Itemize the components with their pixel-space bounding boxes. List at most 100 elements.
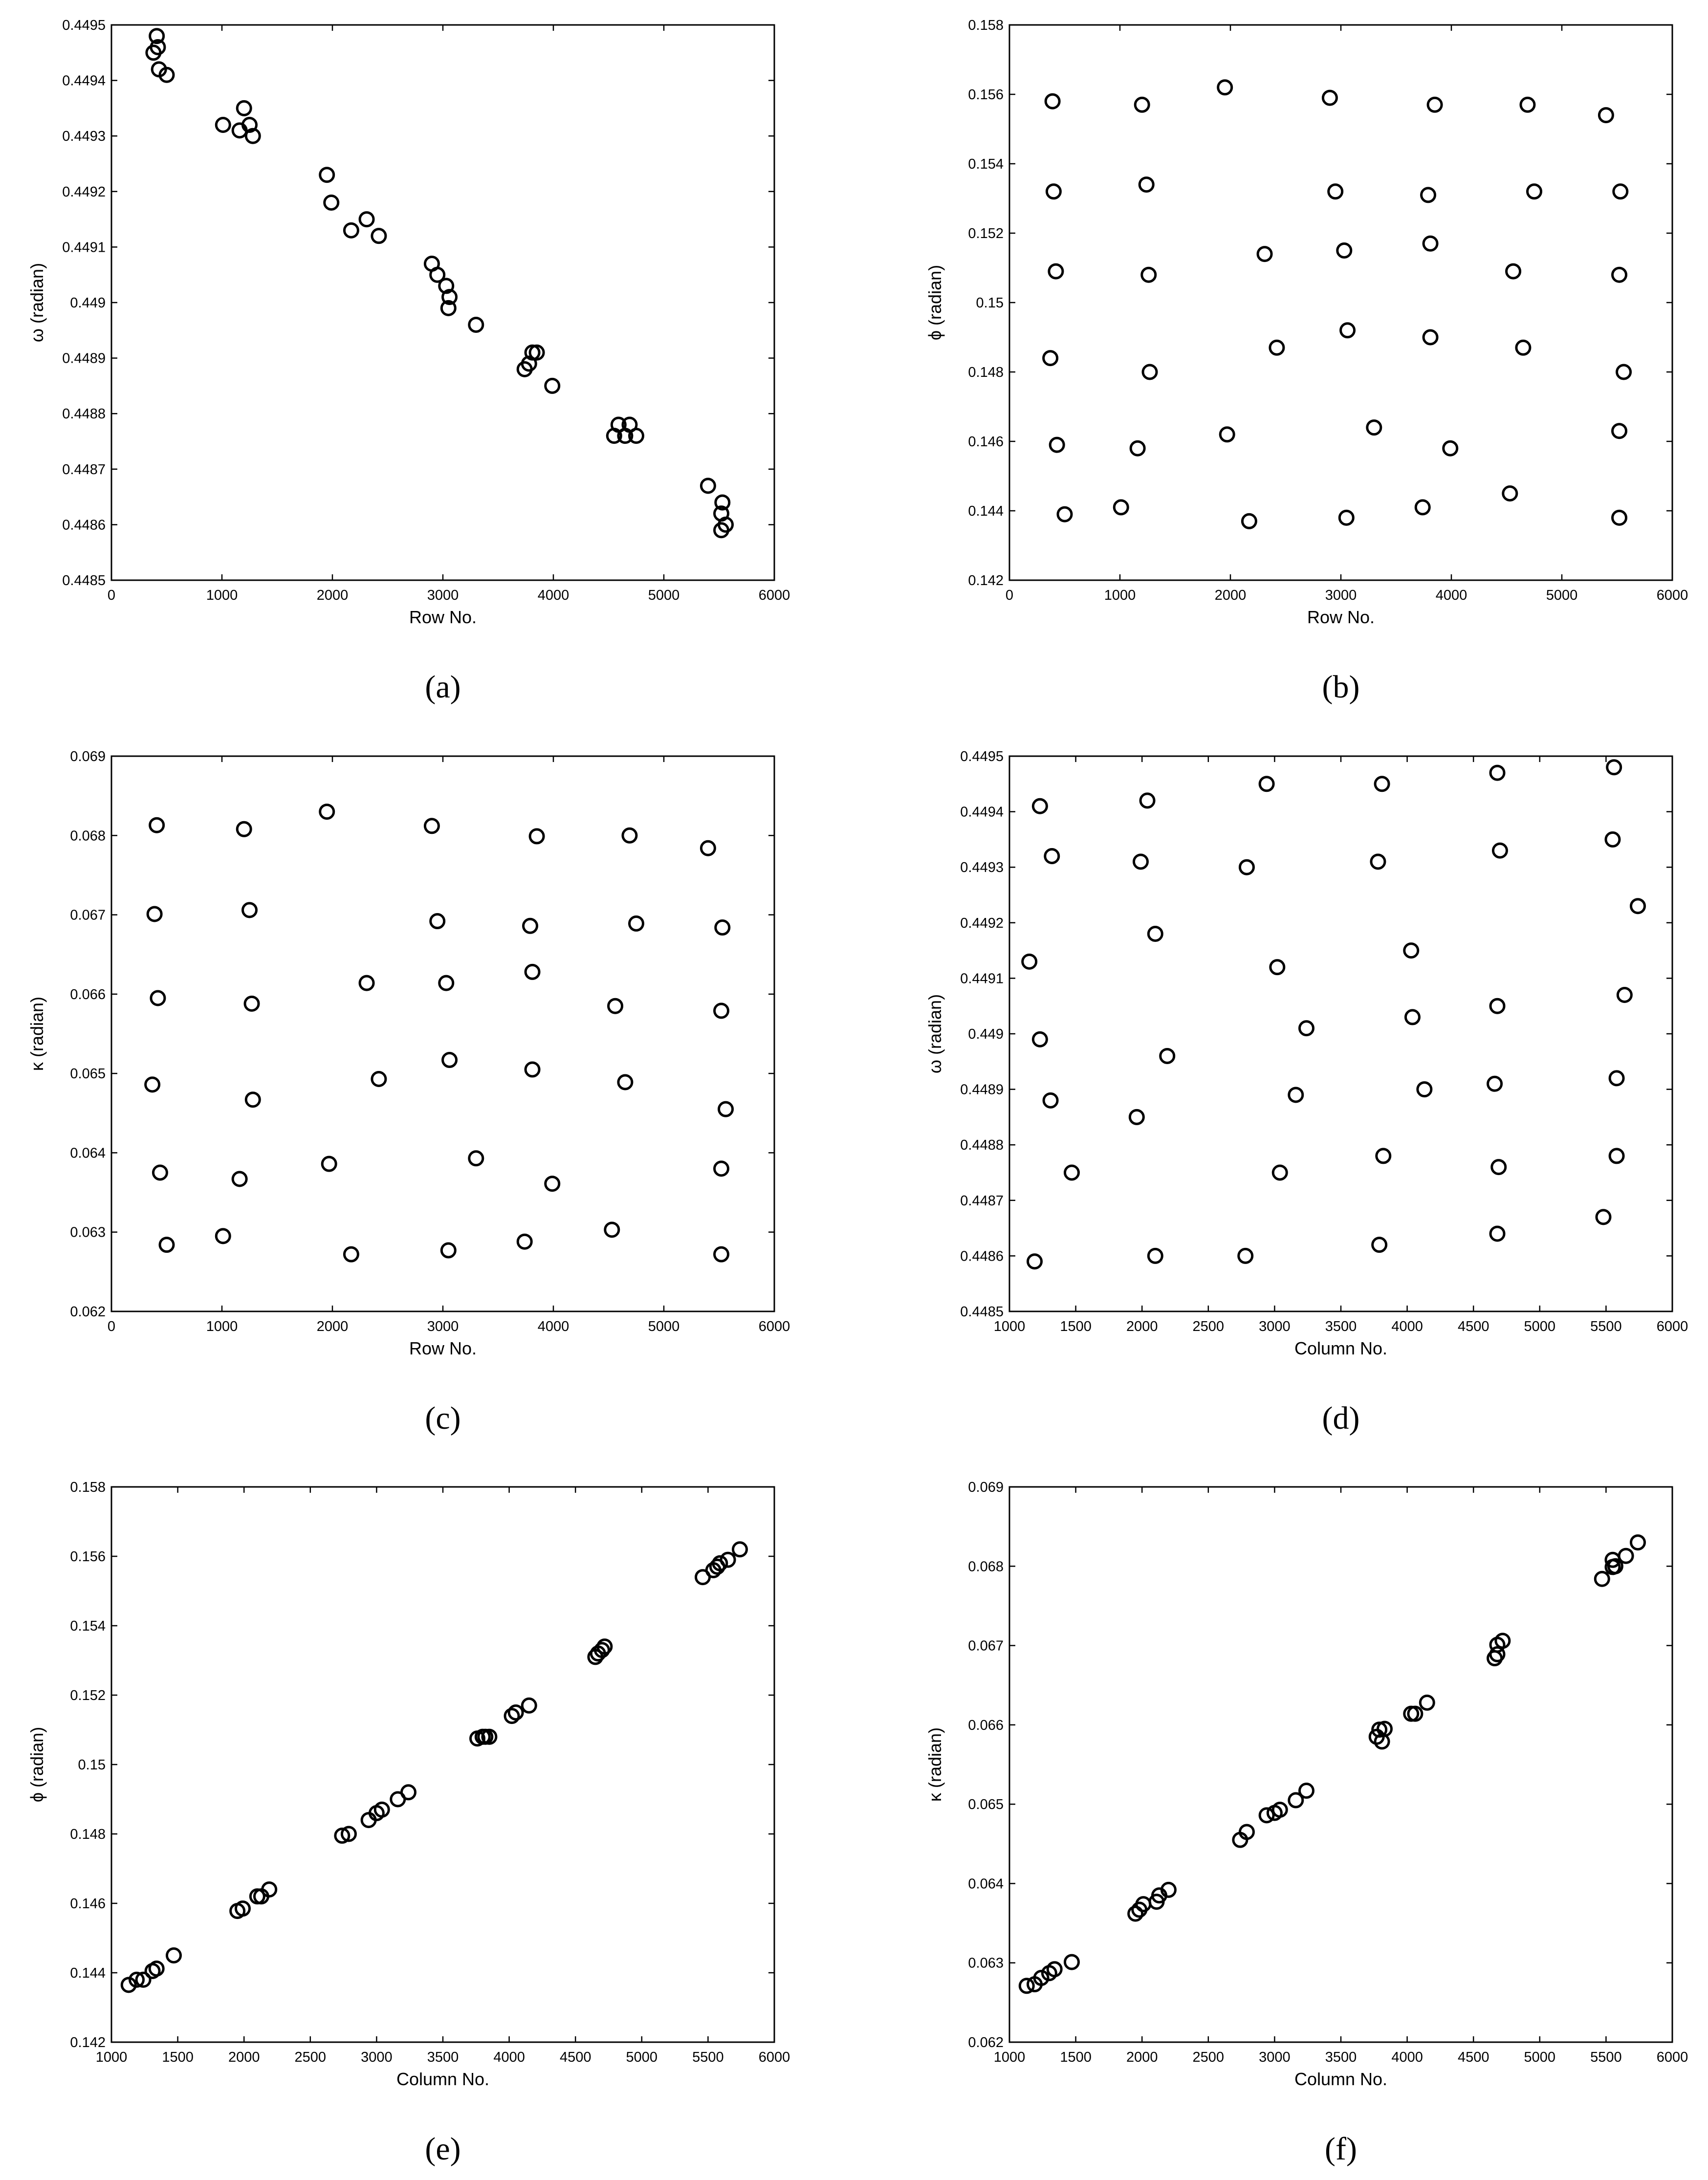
chart-d-data-point <box>1489 1225 1506 1242</box>
chart-d-data-point <box>1490 1159 1507 1176</box>
chart-f-x-tick-label: 3000 <box>1259 2049 1291 2065</box>
chart-b-data-point <box>1256 246 1273 262</box>
chart-e-y-tick-label: 0.146 <box>70 1896 106 1912</box>
chart-d-data-point <box>1298 1020 1314 1037</box>
chart-d-data-point <box>1042 1092 1059 1109</box>
chart-c-data-point <box>158 1237 175 1253</box>
chart-d-data-point <box>1031 798 1048 814</box>
chart-f-y-tick-label: 0.062 <box>968 2035 1004 2050</box>
chart-e-y-axis-label: ϕ (radian) <box>27 1727 47 1802</box>
chart-e-y-tick-label: 0.154 <box>70 1618 106 1634</box>
chart-b-x-tick-label: 6000 <box>1657 588 1688 603</box>
chart-b-y-axis-label: ϕ (radian) <box>925 265 945 340</box>
chart-b-data-point <box>1321 89 1338 106</box>
chart-b-data-point <box>1611 509 1628 526</box>
chart-c-data-point <box>528 828 545 845</box>
chart-d-y-tick-label: 0.449 <box>968 1026 1004 1042</box>
chart-c-y-tick-label: 0.069 <box>70 749 106 764</box>
chart-a-y-axis-label: ω (radian) <box>27 263 47 342</box>
chart-c-y-tick-label: 0.065 <box>70 1066 106 1082</box>
chart-c-x-tick-label: 3000 <box>427 1319 459 1334</box>
chart-b-data-point <box>1219 426 1235 443</box>
chart-b-data-point <box>1338 509 1355 526</box>
chart-d-x-tick-label: 4000 <box>1391 1319 1423 1334</box>
chart-c-data-point <box>243 995 260 1012</box>
chart-c-data-point <box>146 906 163 922</box>
chart-f-y-tick-label: 0.065 <box>968 1797 1004 1812</box>
chart-c-data-point <box>607 998 624 1014</box>
chart-e-caption: (e) <box>425 2131 460 2167</box>
chart-d-y-tick-label: 0.4493 <box>960 860 1004 875</box>
chart-d-x-tick-label: 3500 <box>1325 1319 1357 1334</box>
chart-b-data-point <box>1611 423 1628 439</box>
chart-c-data-point <box>524 963 541 980</box>
chart-d-y-tick-label: 0.4494 <box>960 805 1004 820</box>
chart-e-data-point <box>334 1828 350 1844</box>
chart-c-y-tick-label: 0.064 <box>70 1145 106 1161</box>
chart-f-data-point <box>1046 1961 1063 1978</box>
chart-e-data-point <box>373 1801 390 1818</box>
chart-d-x-tick-label: 4500 <box>1458 1319 1489 1334</box>
chart-a-x-tick-label: 4000 <box>538 588 569 603</box>
chart-d-data-point <box>1404 1009 1421 1025</box>
chart-d-x-tick-label: 3000 <box>1259 1319 1291 1334</box>
chart-c-data-point <box>617 1074 634 1090</box>
chart-c-data-point <box>438 975 455 991</box>
chart-e-y-tick-label: 0.156 <box>70 1549 106 1565</box>
chart-b-data-point <box>1422 235 1439 252</box>
chart-a-y-tick-label: 0.4494 <box>62 73 106 89</box>
chart-b-data-point <box>1339 322 1356 339</box>
chart-b-x-axis-label: Row No. <box>1307 607 1375 627</box>
chart-a-caption: (a) <box>425 669 460 705</box>
chart-a-data-point <box>158 66 175 83</box>
chart-f-y-axis-label: κ (radian) <box>925 1727 945 1802</box>
chart-f-x-axis-label: Column No. <box>1294 2069 1387 2089</box>
chart-d-data-point <box>1375 1148 1392 1164</box>
chart-c-data-point <box>524 1061 541 1078</box>
chart-a-y-tick-label: 0.4491 <box>62 240 106 255</box>
chart-b-y-tick-label: 0.154 <box>968 156 1004 172</box>
chart-c-y-tick-label: 0.068 <box>70 828 106 844</box>
chart-b-data-point <box>1129 440 1146 457</box>
chart-a-data-point <box>319 167 335 183</box>
chart-d-data-point <box>1269 959 1286 976</box>
chart-c-data-point <box>144 1076 161 1093</box>
chart-c-data-point <box>321 1155 337 1172</box>
chart-a-x-tick-label: 0 <box>108 588 115 603</box>
chart-e-x-tick-label: 5000 <box>626 2049 658 2065</box>
chart-a-data-point <box>429 266 446 283</box>
chart-c-data-point <box>544 1176 561 1192</box>
chart-b-y-tick-label: 0.152 <box>968 226 1004 241</box>
chart-e-data-point <box>135 1971 152 1988</box>
chart-c-data-point <box>714 919 731 936</box>
chart-c-data-point <box>621 827 638 844</box>
chart-d-data-point <box>1128 1109 1145 1125</box>
chart-d-data-point <box>1608 1070 1625 1087</box>
chart-b-data-point <box>1113 499 1129 516</box>
chart-d-y-tick-label: 0.4486 <box>960 1248 1004 1264</box>
chart-b-y-tick-label: 0.142 <box>968 573 1004 589</box>
chart-b-data-point <box>1366 419 1382 436</box>
chart-c-x-tick-label: 2000 <box>317 1319 349 1334</box>
chart-c-data-point <box>700 840 716 856</box>
chart-d-data-point <box>1031 1031 1048 1047</box>
chart-b-data-point <box>1612 183 1629 200</box>
chart-e-data-point <box>148 1960 165 1977</box>
chart-b-x-tick-label: 0 <box>1006 588 1013 603</box>
chart-b-x-tick-label: 3000 <box>1325 588 1357 603</box>
chart-e-x-tick-label: 1000 <box>96 2049 128 2065</box>
chart-a-data-point <box>150 39 166 55</box>
chart-a-y-tick-label: 0.4492 <box>62 184 106 200</box>
chart-d-x-tick-label: 2000 <box>1126 1319 1158 1334</box>
chart-f-data-point <box>1376 1721 1393 1737</box>
chart-d-x-tick-label: 1000 <box>994 1319 1026 1334</box>
chart-b-data-point <box>1420 187 1437 203</box>
chart-e-data-point <box>593 1642 610 1658</box>
chart-b-data-point <box>1269 339 1285 356</box>
chart-b-x-tick-label: 2000 <box>1215 588 1247 603</box>
chart-b-x-tick-label: 1000 <box>1104 588 1136 603</box>
chart-d-data-point <box>1159 1047 1176 1064</box>
chart-d-data-point <box>1608 1148 1625 1164</box>
chart-b-data-point <box>1526 183 1542 200</box>
chart-d-x-tick-label: 1500 <box>1060 1319 1092 1334</box>
